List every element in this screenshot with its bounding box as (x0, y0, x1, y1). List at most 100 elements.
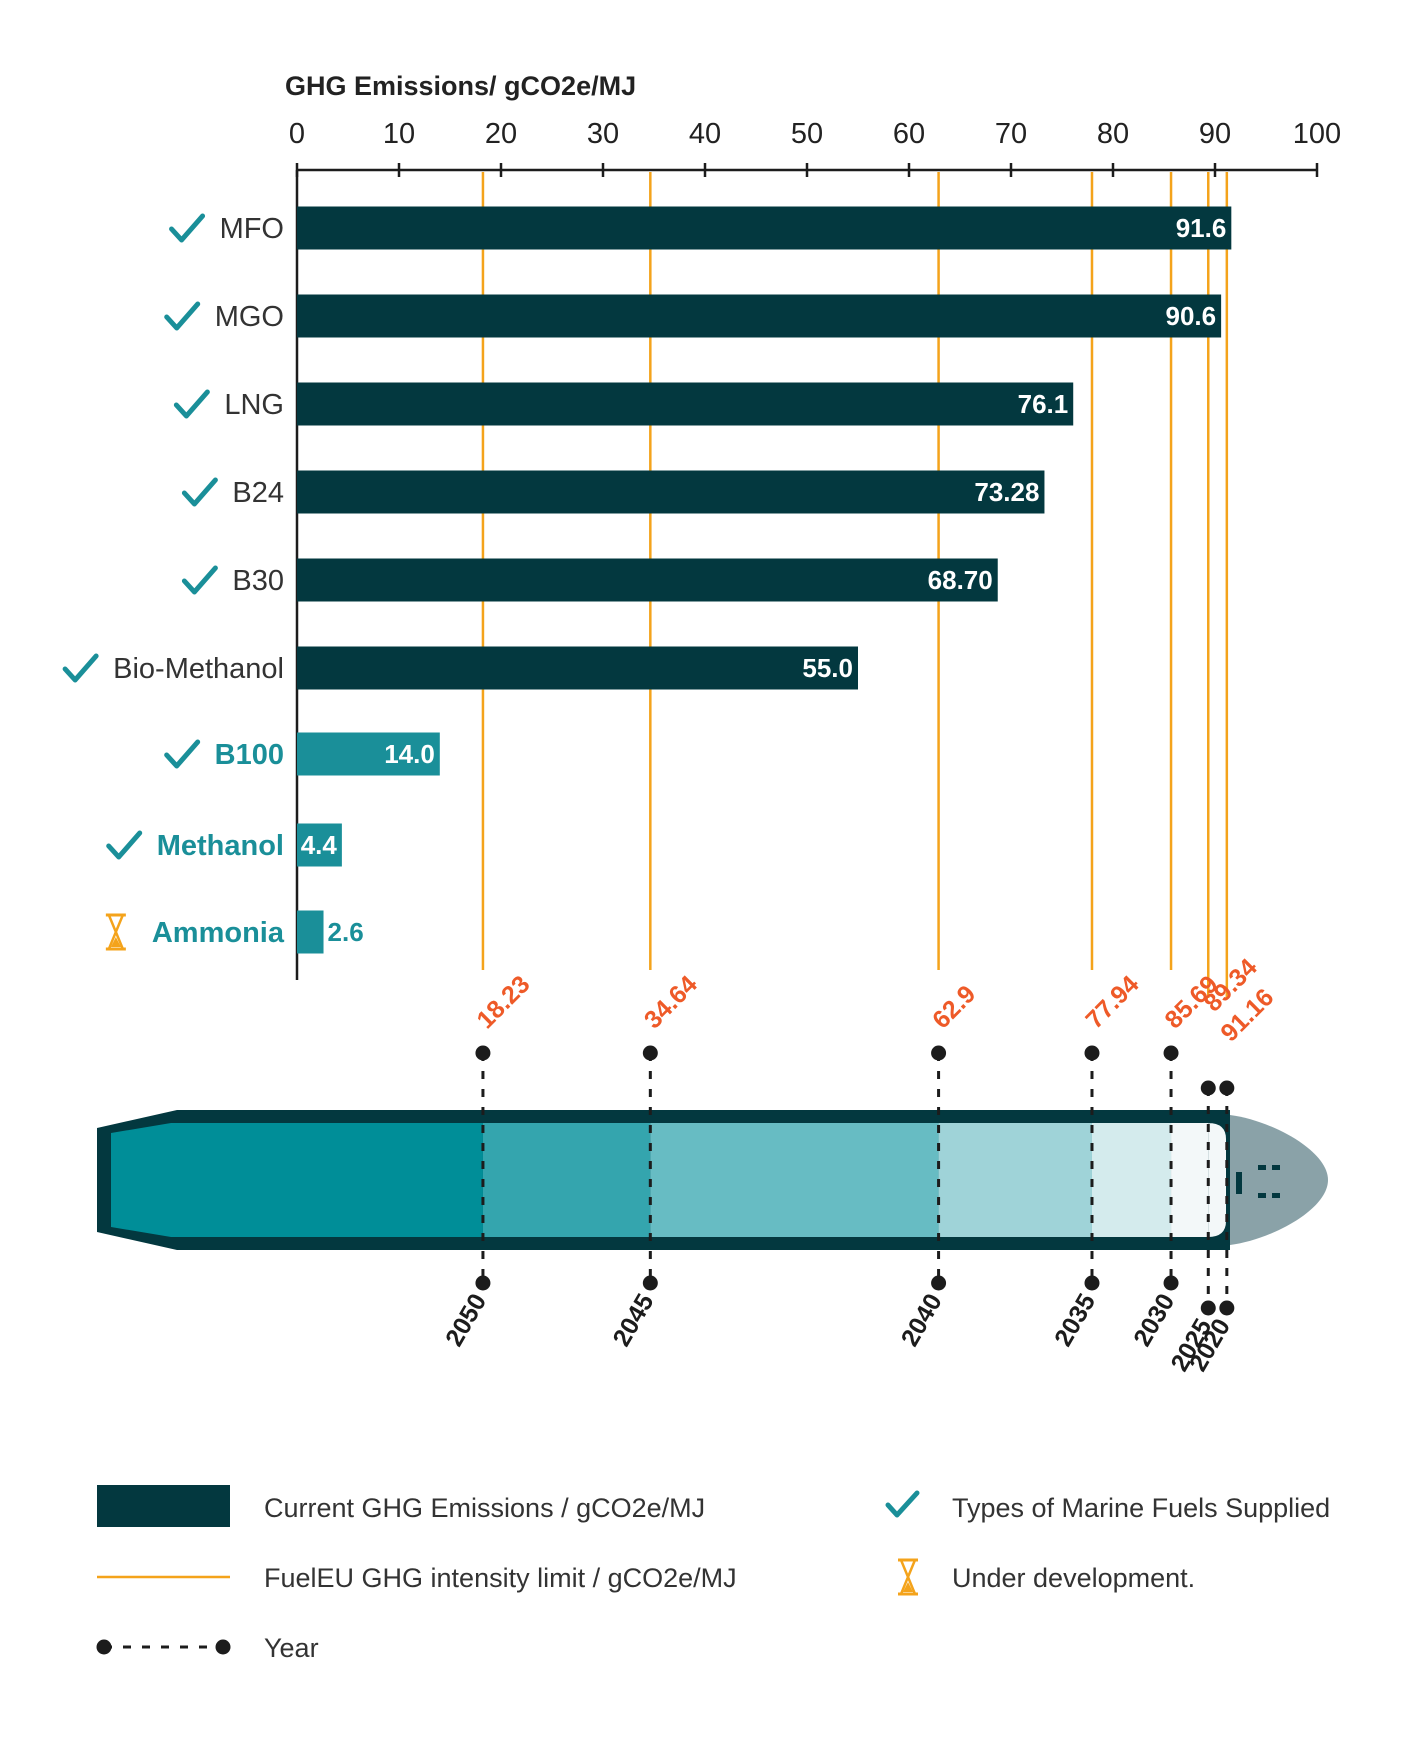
check-icon (181, 477, 218, 507)
bridge-mark (1272, 1193, 1280, 1198)
year-label: 2040 (896, 1289, 948, 1351)
ship-bow (1205, 1115, 1328, 1245)
year-dot (1084, 1275, 1100, 1291)
year-dot (1163, 1275, 1179, 1291)
year-dot (1219, 1080, 1235, 1096)
category-label: Bio-Methanol (113, 653, 284, 685)
legend-check-label: Types of Marine Fuels Supplied (952, 1493, 1330, 1523)
bars: 91.6 90.6 76.1 73.28 68.70 55.0 14.0 4.4 2.6 (297, 206, 1232, 954)
year-dot (1163, 1045, 1179, 1061)
bar (297, 732, 440, 776)
limit-value-label: 18.23 (471, 970, 535, 1034)
limit-value-label: 62.9 (927, 980, 981, 1034)
bar (297, 646, 858, 690)
ship-segment (1091, 1123, 1172, 1237)
year-dot (931, 1275, 947, 1291)
year-dot (642, 1045, 658, 1061)
ship-segment (938, 1123, 1092, 1237)
year-dot (1200, 1300, 1216, 1316)
year-label: 2035 (1049, 1289, 1101, 1351)
category-label: Ammonia (152, 917, 285, 949)
x-tick-label: 80 (1097, 118, 1129, 150)
bar-value-label: 68.70 (928, 565, 993, 595)
bar-value-label: 90.6 (1166, 301, 1217, 331)
year-dot (475, 1045, 491, 1061)
legend-line-label: FuelEU GHG intensity limit / gCO2e/MJ (264, 1563, 737, 1593)
year-dot (1219, 1300, 1235, 1316)
hourglass-icon (105, 913, 126, 951)
x-tick-label: 90 (1199, 118, 1231, 150)
hourglass-icon (898, 1558, 918, 1596)
year-dot (642, 1275, 658, 1291)
bar (297, 558, 998, 602)
x-tick-label: 30 (587, 118, 619, 150)
bridge-mark (1258, 1193, 1266, 1198)
check-icon (169, 213, 206, 243)
category-label: B24 (232, 477, 284, 509)
ship-segment (111, 1123, 483, 1237)
check-icon (164, 301, 201, 331)
bar-value-label: 14.0 (384, 739, 435, 769)
legend-year-label: Year (264, 1633, 319, 1663)
limit-value-label: 77.94 (1080, 970, 1144, 1034)
bar-value-label: 55.0 (802, 653, 853, 683)
year-label: 2050 (440, 1289, 492, 1351)
check-icon (173, 389, 210, 419)
ship-segment (482, 1123, 651, 1237)
bar-value-label: 73.28 (974, 477, 1039, 507)
bar-value-label: 76.1 (1018, 389, 1069, 419)
x-tick-label: 0 (289, 118, 305, 150)
legend-bars-label: Current GHG Emissions / gCO2e/MJ (264, 1493, 705, 1523)
hourglass-sand (110, 937, 121, 947)
ship-segment (650, 1123, 939, 1237)
x-tick-label: 70 (995, 118, 1027, 150)
year-dot (1200, 1080, 1216, 1096)
legend: Current GHG Emissions / gCO2e/MJ FuelEU … (96, 1485, 1330, 1663)
x-tick-label: 10 (383, 118, 415, 150)
x-tick-label: 40 (689, 118, 721, 150)
category-label: B100 (215, 739, 284, 771)
bar (297, 206, 1232, 250)
check-icon (181, 565, 218, 595)
check-icon (885, 1490, 920, 1518)
x-tick-label: 100 (1293, 118, 1341, 150)
year-dot (931, 1045, 947, 1061)
check-icon (106, 830, 143, 860)
bar (297, 382, 1074, 426)
bar (297, 910, 324, 954)
x-tick-label: 50 (791, 118, 823, 150)
x-tick-label: 20 (485, 118, 517, 150)
category-label: MFO (220, 213, 284, 245)
bridge-mark (1236, 1172, 1242, 1194)
ship-segment (1208, 1123, 1226, 1237)
x-axis-title: GHG Emissions/ gCO2e/MJ (285, 71, 636, 101)
category-label: Methanol (157, 830, 284, 862)
bar-value-label: 91.6 (1176, 213, 1227, 243)
bridge-mark (1258, 1165, 1266, 1170)
year-dot (475, 1275, 491, 1291)
limit-value-label: 34.64 (639, 970, 703, 1034)
year-dot (1084, 1045, 1100, 1061)
category-label: B30 (232, 565, 284, 597)
year-label: 2030 (1128, 1289, 1180, 1351)
bar-value-label: 2.6 (328, 917, 364, 947)
hourglass-glass (106, 913, 125, 951)
x-tick-label: 60 (893, 118, 925, 150)
check-icon (62, 653, 99, 683)
bar-value-label: 4.4 (301, 830, 338, 860)
category-labels: MFO MGO LNG B24 B30 Bio-Methanol B100 Methanol A… (62, 213, 285, 951)
ship-segment (1171, 1123, 1209, 1237)
legend-hourglass-label: Under development. (952, 1563, 1195, 1593)
bar (297, 294, 1222, 338)
year-label: 2045 (607, 1289, 659, 1351)
category-label: LNG (224, 389, 284, 421)
bar (297, 823, 342, 867)
bar (297, 470, 1045, 514)
ship-timeline (97, 1110, 1328, 1250)
legend-year-swatch (96, 1639, 231, 1655)
legend-bar-swatch (97, 1485, 230, 1527)
check-icon (164, 739, 201, 769)
bridge-mark (1272, 1165, 1280, 1170)
category-label: MGO (215, 301, 284, 333)
